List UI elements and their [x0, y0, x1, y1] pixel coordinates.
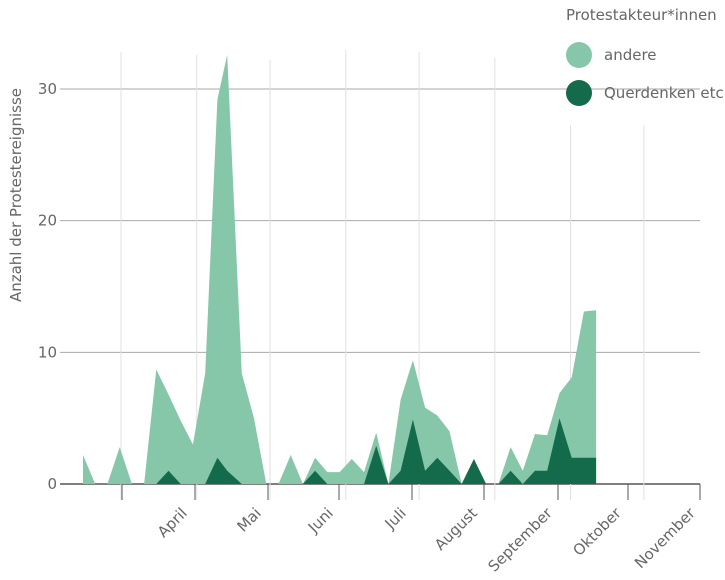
- legend-label-querdenken: Querdenken etc.: [604, 84, 725, 102]
- legend-item-andere[interactable]: andere: [566, 36, 725, 74]
- y-tick-label: 0: [47, 475, 57, 493]
- x-tick-label: Juli: [381, 504, 410, 533]
- x-axis: April Mai Juni Juli August September Oktober No…: [121, 484, 701, 576]
- legend-label-andere: andere: [604, 46, 657, 64]
- legend-swatch-andere: [566, 42, 592, 68]
- x-tick-label: Mai: [233, 504, 264, 535]
- x-tick-label: November: [631, 504, 699, 572]
- y-axis: 0 10 20 30: [38, 80, 57, 493]
- area-querdenken: [83, 418, 597, 484]
- x-tick-label: April: [154, 504, 191, 541]
- x-tick-label: September: [484, 504, 556, 576]
- legend-title: Protestakteur*innen: [566, 6, 717, 24]
- x-gridlines: [120, 50, 645, 500]
- y-tick-label: 20: [38, 212, 57, 230]
- legend: Protestakteur*innen andere Querdenken et…: [566, 6, 725, 112]
- y-axis-label: Anzahl der Protestereignisse: [7, 88, 25, 302]
- series-areas: [83, 54, 597, 485]
- x-tick-label: Oktober: [569, 504, 625, 560]
- area-andere: [83, 54, 597, 485]
- x-tick-label: August: [431, 504, 481, 554]
- y-tick-label: 30: [38, 80, 57, 98]
- x-tick-label: Juni: [304, 504, 337, 537]
- legend-swatch-querdenken: [566, 80, 592, 106]
- legend-item-querdenken[interactable]: Querdenken etc.: [566, 74, 725, 112]
- y-tick-label: 10: [38, 343, 57, 361]
